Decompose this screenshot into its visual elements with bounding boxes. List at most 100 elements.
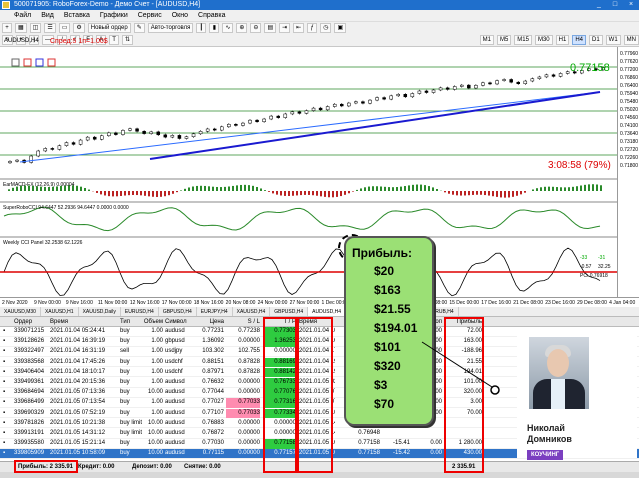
autotrade-button[interactable]: Авто-торговля [147, 23, 194, 33]
chart-tab[interactable]: GBPUSD,H4 [159, 307, 197, 316]
table-cell: 0.76948 [358, 430, 380, 436]
macd-bar [480, 191, 482, 195]
indicators-icon[interactable]: ƒ [307, 23, 318, 33]
price-axis[interactable]: 0.77960 0.77620 0.77200 0.76860 0.76400 0.759… [617, 47, 639, 297]
timeframe-h4[interactable]: H4 [572, 35, 586, 45]
table-cell: 2021.01.05 10:21:38 [50, 419, 106, 426]
minimize-button[interactable]: _ [597, 1, 601, 8]
templates-icon[interactable]: ▣ [334, 23, 347, 33]
table-row[interactable]: ▪ 339913191 2021.01.05 14:31:12 buy limit 10… [0, 429, 639, 439]
column-header[interactable]: Символ [165, 319, 187, 325]
channel-icon[interactable]: ⫽ [70, 35, 81, 45]
bar-chart-icon[interactable]: ┃ [196, 23, 207, 33]
chart-tab[interactable]: USDRUB,H4 [421, 307, 459, 316]
chart-tab[interactable]: XAUUSD,M30 [0, 307, 41, 316]
market-watch-icon[interactable]: ◫ [29, 23, 42, 33]
autoscroll-icon[interactable]: ⇥ [279, 23, 291, 33]
timeframe-m30[interactable]: M30 [534, 35, 553, 45]
crosshair-icon[interactable]: + [16, 35, 27, 45]
macd-bar [176, 191, 178, 193]
table-cell: 0.77303 [264, 327, 296, 337]
column-header[interactable]: Своп [427, 319, 442, 325]
candle-body [311, 107, 316, 111]
chart-tab[interactable]: XAUUSD,H1 [41, 307, 79, 316]
menu-window[interactable]: Окно [171, 12, 189, 19]
chart-tab[interactable]: XAUUSD,Daily [79, 307, 121, 316]
trend-line-icon[interactable]: / [57, 35, 68, 45]
macd-bar [172, 191, 174, 194]
fibo-icon[interactable]: F [83, 35, 94, 45]
time-tick: 1 Dec 00:00 [321, 300, 349, 306]
timeframe-d1[interactable]: D1 [588, 35, 603, 45]
column-header[interactable]: Цена [209, 319, 224, 325]
table-row[interactable]: ▪ 339805909 2021.01.05 10:58:09 buy 10.00 aud… [0, 449, 639, 459]
arrows-icon[interactable]: ⇅ [122, 35, 134, 45]
macd-bar [592, 184, 594, 191]
color-swatch-3 [35, 58, 44, 67]
column-header[interactable]: Тип [120, 319, 131, 325]
price-chart[interactable]: EarMACD-FX (12,26,9) 0.00004 SuperRoboCC… [0, 47, 617, 297]
vertical-line-icon[interactable]: | [29, 35, 40, 45]
highlight-profit-column [444, 317, 484, 473]
cci-value-1: -33 [580, 255, 588, 261]
timeframe-mn[interactable]: MN [623, 35, 639, 45]
chart-tab[interactable]: EURJPY,H4 [197, 307, 233, 316]
timeframe-h1[interactable]: H1 [555, 35, 570, 45]
macd-bar [304, 191, 306, 195]
table-cell: 2021.01.05 02:01:25 [299, 379, 335, 385]
column-header[interactable]: T / P [283, 319, 296, 325]
table-cell: 0.76733 [264, 378, 296, 388]
column-header[interactable]: Прибыль [456, 319, 482, 325]
horizontal-line-icon[interactable]: — [42, 35, 55, 45]
table-row[interactable]: ▪ 339686499 2021.01.05 07:13:54 buy 1.00 audu… [0, 398, 639, 408]
menu-charts[interactable]: Графики [99, 12, 128, 19]
chart-tab[interactable]: EURUSD,H4 [121, 307, 159, 316]
candle-body [551, 74, 556, 77]
table-cell: -188.96 [461, 348, 482, 355]
terminal-icon[interactable]: ▭ [58, 23, 71, 33]
trend-line-thin [19, 91, 601, 163]
column-header[interactable]: Время [299, 319, 318, 325]
navigator-icon[interactable]: ☰ [44, 23, 56, 33]
candle-body [43, 148, 48, 152]
profit-annotation-value: $101 [374, 340, 401, 354]
menu-view[interactable]: Вид [41, 12, 54, 19]
metaeditor-icon[interactable]: ✎ [133, 23, 145, 33]
candle-chart-icon[interactable]: ▮ [209, 23, 220, 33]
chart-tab[interactable]: GBPUSD,H4 [270, 307, 309, 316]
column-header[interactable]: Ордер [14, 319, 33, 325]
new-chart-icon[interactable]: + [2, 23, 12, 33]
text-icon[interactable]: A [96, 35, 107, 45]
tester-icon[interactable]: ⚙ [73, 23, 85, 33]
timeframe-m5[interactable]: M5 [496, 35, 512, 45]
table-cell: 1.00 [151, 358, 163, 365]
timeframe-m1[interactable]: M1 [479, 35, 494, 45]
label-icon[interactable]: T [109, 35, 120, 45]
candle-body [580, 70, 584, 74]
close-button[interactable]: × [628, 1, 634, 8]
chart-tab[interactable]: XAUUSD,H4 [233, 307, 271, 316]
menu-help[interactable]: Справка [198, 12, 226, 19]
column-header[interactable]: Объем [143, 319, 163, 325]
zoom-out-icon[interactable]: ⊖ [250, 23, 262, 33]
menu-insert[interactable]: Вставка [63, 12, 90, 19]
menu-tools[interactable]: Сервис [137, 12, 162, 19]
profiles-icon[interactable]: ▦ [15, 23, 27, 33]
timeframe-w1[interactable]: W1 [605, 35, 621, 45]
table-cell: 339805909 [14, 450, 45, 457]
column-header[interactable]: S / L [247, 319, 260, 325]
column-header[interactable]: Время [50, 319, 69, 325]
table-cell: 1.00 [151, 399, 163, 406]
periods-icon[interactable]: ◷ [320, 23, 332, 33]
table-row[interactable]: ▪ 339935580 2021.01.05 15:21:14 buy 10.00 aud… [0, 439, 639, 449]
cursor-icon[interactable]: ↖ [2, 35, 14, 45]
line-chart-icon[interactable]: ∿ [222, 23, 234, 33]
zoom-in-icon[interactable]: ⊕ [236, 23, 248, 33]
tile-icon[interactable]: ▤ [264, 23, 277, 33]
new-order-button[interactable]: Новый ордер [87, 23, 131, 33]
menu-file[interactable]: Файл [14, 12, 32, 19]
maximize-button[interactable]: □ [612, 1, 618, 8]
chart-tab[interactable]: AUDUSD,H4 [308, 307, 347, 316]
timeframe-m15[interactable]: M15 [514, 35, 532, 45]
chart-shift-icon[interactable]: ⇤ [293, 23, 305, 33]
